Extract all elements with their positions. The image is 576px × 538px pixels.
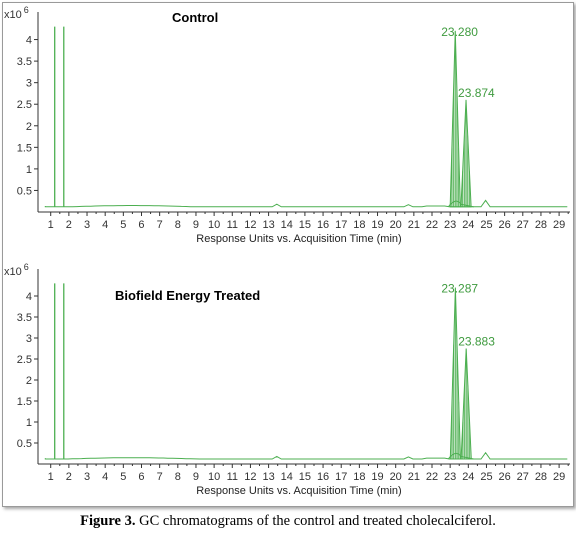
y-tick-label: 4 [26,35,32,47]
x-tick-label: 17 [335,219,347,231]
peak-base-hump [447,200,474,208]
x-tick-label: 11 [227,471,238,483]
x-tick-label: 4 [102,471,108,483]
y-tick-label: 2 [26,121,32,133]
x-tick-label: 18 [353,219,365,231]
x-tick-label: 2 [66,219,72,231]
x-tick-label: 3 [84,471,90,483]
x-tick-label: 24 [462,219,474,231]
y-tick-label: 1.5 [17,396,32,408]
y-tick-label: 3 [26,333,32,345]
x-tick-label: 16 [317,471,329,483]
x-tick-label: 3 [84,219,90,231]
x-tick-label: 23 [444,219,456,231]
x-tick-label: 12 [244,471,256,483]
figure-caption: Figure 3. GC chromatograms of the contro… [0,513,576,530]
y-tick-label: 0.5 [17,438,32,450]
figure-frame [2,2,574,507]
x-tick-label: 18 [353,471,365,483]
y-tick-label: 0.5 [17,185,32,197]
x-tick-label: 28 [535,471,547,483]
caption-label: Figure 3. [80,513,136,529]
x-tick-label: 22 [426,471,438,483]
y-tick-label: 1 [26,164,32,176]
x-tick-label: 2 [66,471,72,483]
x-tick-label: 8 [175,219,181,231]
x-tick-label: 5 [120,471,126,483]
x-tick-label: 29 [553,471,565,483]
x-tick-label: 11 [227,219,238,231]
peak-retention-label: 23.280 [441,25,478,39]
x-tick-label: 29 [553,219,565,231]
x-tick-label: 15 [299,219,311,231]
x-tick-label: 1 [48,219,54,231]
x-tick-label: 13 [262,219,274,231]
x-tick-label: 22 [426,219,438,231]
y-tick-label: 2.5 [17,354,32,366]
x-tick-label: 17 [335,471,347,483]
x-axis-title: Response Units vs. Acquisition Time (min… [196,485,401,497]
x-tick-label: 23 [444,471,456,483]
y-tick-label: 3.5 [17,56,32,68]
x-tick-label: 26 [499,471,511,483]
x-tick-label: 13 [262,471,274,483]
x-tick-label: 20 [390,471,402,483]
x-tick-label: 7 [157,471,163,483]
x-tick-label: 21 [408,219,420,231]
x-tick-label: 9 [193,219,199,231]
caption-text: GC chromatograms of the control and trea… [135,513,496,529]
x-tick-label: 19 [371,471,383,483]
x-tick-label: 28 [535,219,547,231]
x-tick-label: 15 [299,471,311,483]
chromatogram-figure: x10 60.511.522.533.541 2 3 4 5 6 7 8 9 10 11 12 13 14 1… [4,5,570,497]
peak-retention-label: 23.883 [458,335,495,349]
x-tick-label: 25 [480,219,492,231]
y-tick-label: 3 [26,78,32,90]
y-tick-label: 4 [26,291,32,303]
y-tick-label: 1 [26,417,32,429]
y-tick-label: 2 [26,375,32,387]
x-tick-label: 14 [281,219,293,231]
x-tick-label: 6 [138,219,144,231]
peak-base-hump [447,452,474,460]
panel-title: Control [172,10,218,25]
x-tick-label: 19 [371,219,383,231]
x-tick-label: 8 [175,471,181,483]
x-tick-label: 16 [317,219,329,231]
y-tick-label: 2.5 [17,99,32,111]
x-tick-label: 21 [408,471,420,483]
chromatogram-baseline [44,199,568,208]
y-scale-exponent: 6 [24,262,29,272]
x-tick-label: 5 [120,219,126,231]
y-scale-exponent: 6 [24,5,29,15]
x-tick-label: 7 [157,219,163,231]
peak-retention-label: 23.287 [441,282,478,296]
y-tick-label: 1.5 [17,142,32,154]
x-tick-label: 24 [462,471,474,483]
y-scale-label: x10 6 [4,5,29,21]
x-tick-label: 12 [244,219,256,231]
x-tick-label: 14 [281,471,293,483]
x-tick-label: 27 [517,219,529,231]
x-tick-label: 27 [517,471,529,483]
x-tick-label: 4 [102,219,108,231]
x-tick-label: 10 [208,471,220,483]
x-tick-label: 9 [193,471,199,483]
x-tick-label: 25 [480,471,492,483]
chromatogram-baseline [44,451,568,460]
y-scale-label: x10 6 [4,262,29,278]
x-axis-title: Response Units vs. Acquisition Time (min… [196,233,401,245]
x-tick-label: 10 [208,219,220,231]
x-tick-label: 20 [390,219,402,231]
x-tick-label: 26 [499,219,511,231]
x-tick-label: 6 [138,471,144,483]
y-tick-label: 3.5 [17,312,32,324]
chromatogram-panel-1: x10 60.511.522.533.541 2 3 4 5 6 7 8 9 10 11 12 13 14 1… [4,5,570,245]
peak-retention-label: 23.874 [458,86,495,100]
panel-title: Biofield Energy Treated [115,288,260,303]
chromatogram-panel-2: x10 60.511.522.533.541 2 3 4 5 6 7 8 9 10 11 12 13 14 1… [4,262,570,497]
x-tick-label: 1 [48,471,54,483]
